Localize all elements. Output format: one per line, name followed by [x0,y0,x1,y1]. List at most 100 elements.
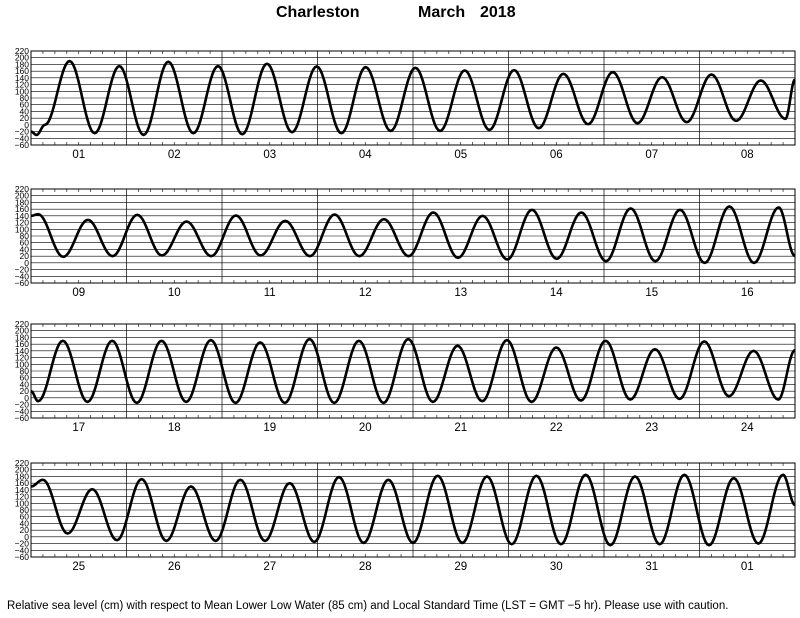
day-label: 19 [263,422,276,434]
day-label: 05 [454,149,467,161]
y-tick-label: 100 [15,359,29,369]
y-tick-label: 180 [15,197,29,207]
day-label: 01 [741,561,754,573]
day-label: 14 [550,287,563,299]
y-tick-label: 60 [20,100,30,110]
y-tick-label: 0 [24,258,29,268]
y-tick-label: −20 [15,539,30,549]
y-tick-label: −40 [15,271,30,281]
day-label: 23 [645,422,658,434]
y-tick-label: 160 [15,339,29,349]
day-label: 12 [359,287,372,299]
y-tick-label: 160 [15,204,29,214]
y-tick-label: 180 [15,59,29,69]
tide-chart: 220200180160140120100806040200−20−40−600… [15,46,796,573]
y-tick-label: 200 [15,326,29,336]
tide-curve [30,205,796,265]
y-tick-label: 200 [15,191,29,201]
y-tick-label: 120 [15,353,29,363]
y-tick-label: 80 [20,366,30,376]
day-label: 30 [550,561,563,573]
y-tick-label: 140 [15,211,29,221]
y-tick-label: −60 [15,552,30,562]
y-tick-label: −40 [15,545,30,555]
y-tick-label: 20 [20,525,30,535]
day-label: 21 [454,422,467,434]
day-label: 07 [645,149,658,161]
y-tick-label: 0 [24,532,29,542]
y-tick-label: 180 [15,332,29,342]
y-tick-label: −20 [15,127,30,137]
y-tick-label: 60 [20,512,30,522]
y-tick-label: 220 [15,46,29,56]
day-label: 09 [72,287,85,299]
y-tick-label: 220 [15,184,29,194]
day-label: 24 [741,422,754,434]
tide-curve [30,473,796,547]
y-tick-label: 20 [20,251,30,261]
panel-frame [30,50,796,146]
chart-title: Charleston March 2018 [0,4,800,26]
panel-frame [30,462,796,558]
title-station: Charleston [276,4,360,21]
day-label: 25 [72,561,85,573]
y-tick-label: 100 [15,224,29,234]
day-label: 02 [168,149,181,161]
day-label: 04 [359,149,372,161]
y-tick-label: 180 [15,471,29,481]
title-month: March [418,4,466,21]
y-tick-label: 160 [15,478,29,488]
y-tick-label: 40 [20,106,30,116]
y-tick-label: −40 [15,133,30,143]
tide-curve [30,59,796,137]
y-tick-label: 200 [15,53,29,63]
day-label: 22 [550,422,563,434]
day-label: 10 [168,287,181,299]
y-tick-label: −40 [15,406,30,416]
y-tick-label: 160 [15,66,29,76]
y-tick-label: 40 [20,244,30,254]
day-label: 18 [168,422,181,434]
y-tick-label: −60 [15,140,30,150]
y-tick-label: −60 [15,278,30,288]
y-tick-label: 40 [20,379,30,389]
y-tick-label: 80 [20,231,30,241]
y-tick-label: −60 [15,413,30,423]
day-label: 26 [168,561,181,573]
y-tick-label: 120 [15,492,29,502]
y-tick-label: 100 [15,498,29,508]
y-tick-label: 140 [15,73,29,83]
footer-note: Relative sea level (cm) with respect to … [7,600,729,612]
day-label: 20 [359,422,372,434]
day-label: 08 [741,149,754,161]
y-tick-label: 220 [15,319,29,329]
day-label: 17 [72,422,85,434]
day-label: 01 [72,149,85,161]
day-label: 13 [454,287,467,299]
title-year: 2018 [480,4,516,21]
y-tick-label: 20 [20,386,30,396]
y-tick-label: 0 [24,393,29,403]
y-tick-label: 120 [15,80,29,90]
y-tick-label: −20 [15,400,30,410]
y-tick-label: 220 [15,458,29,468]
tide-curve [30,337,796,405]
y-tick-label: 60 [20,373,30,383]
day-label: 03 [263,149,276,161]
day-label: 16 [741,287,754,299]
day-label: 11 [264,287,276,299]
y-tick-label: 80 [20,505,30,515]
y-tick-label: 20 [20,113,30,123]
y-tick-label: 140 [15,485,29,495]
y-tick-label: 80 [20,93,30,103]
day-label: 27 [263,561,276,573]
day-label: 28 [359,561,372,573]
panel-frame [30,323,796,419]
y-tick-label: 40 [20,518,30,528]
y-tick-label: 0 [24,120,29,130]
panel-frame [30,188,796,284]
y-tick-label: 200 [15,465,29,475]
y-tick-label: 60 [20,238,30,248]
day-label: 15 [645,287,658,299]
y-tick-label: −20 [15,265,30,275]
